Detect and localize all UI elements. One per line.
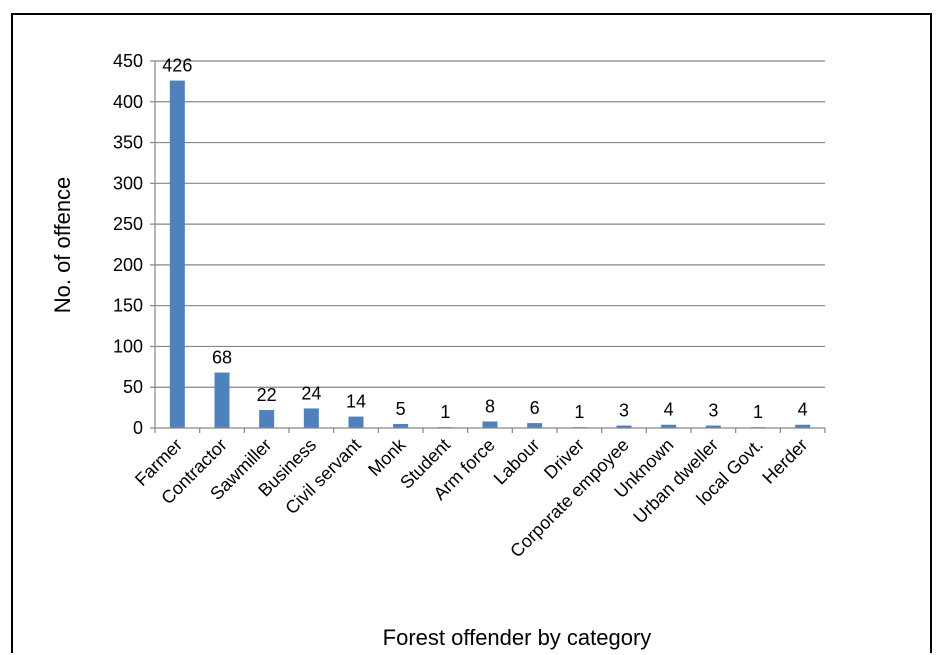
y-tick-label: 400	[113, 92, 143, 112]
data-label: 1	[574, 402, 584, 422]
y-axis-title: No. of offence	[50, 177, 75, 314]
y-tick-label: 450	[113, 51, 143, 71]
y-tick-label: 150	[113, 296, 143, 316]
y-tick-label: 0	[133, 418, 143, 438]
y-tick-label: 100	[113, 336, 143, 356]
bar-civil-servant	[348, 416, 364, 428]
data-label: 3	[619, 401, 629, 421]
y-tick-label: 50	[123, 377, 143, 397]
y-tick-label: 350	[113, 133, 143, 153]
y-tick-label: 250	[113, 214, 143, 234]
y-tick-labels: 0 50 100 150 200 250 300 350 400 450	[113, 51, 143, 438]
bar-herder	[795, 424, 811, 428]
bar-farmer	[169, 80, 185, 428]
x-tick-label: Labour	[490, 435, 544, 489]
x-tick-label: Herder	[758, 435, 811, 488]
bar-labour	[527, 423, 543, 428]
bar-business	[303, 408, 319, 428]
gridlines	[155, 60, 825, 388]
bar-monk	[393, 423, 409, 428]
bar-corporate-empoyee	[616, 425, 632, 428]
y-tick-label: 300	[113, 173, 143, 193]
data-label: 1	[440, 402, 450, 422]
bars	[169, 80, 811, 429]
data-label: 426	[162, 56, 192, 76]
bar-contractor	[214, 372, 230, 428]
data-label: 5	[396, 399, 406, 419]
data-label: 24	[301, 383, 321, 403]
chart-frame	[11, 13, 932, 653]
data-label: 4	[798, 400, 808, 420]
data-label: 22	[257, 385, 277, 405]
bar-unknown	[661, 424, 677, 428]
data-label: 68	[212, 348, 232, 368]
data-label: 6	[530, 398, 540, 418]
data-label: 4	[664, 400, 674, 420]
data-label: 14	[346, 392, 366, 412]
bar-urban-dweller	[705, 425, 721, 428]
bar-sawmiller	[259, 410, 275, 428]
data-label: 8	[485, 396, 495, 416]
y-tick-label: 200	[113, 255, 143, 275]
data-label: 3	[708, 401, 718, 421]
x-axis-title: Forest offender by category	[383, 625, 652, 650]
data-label: 1	[753, 402, 763, 422]
bar-arm-force	[482, 421, 498, 428]
axes	[150, 60, 826, 433]
